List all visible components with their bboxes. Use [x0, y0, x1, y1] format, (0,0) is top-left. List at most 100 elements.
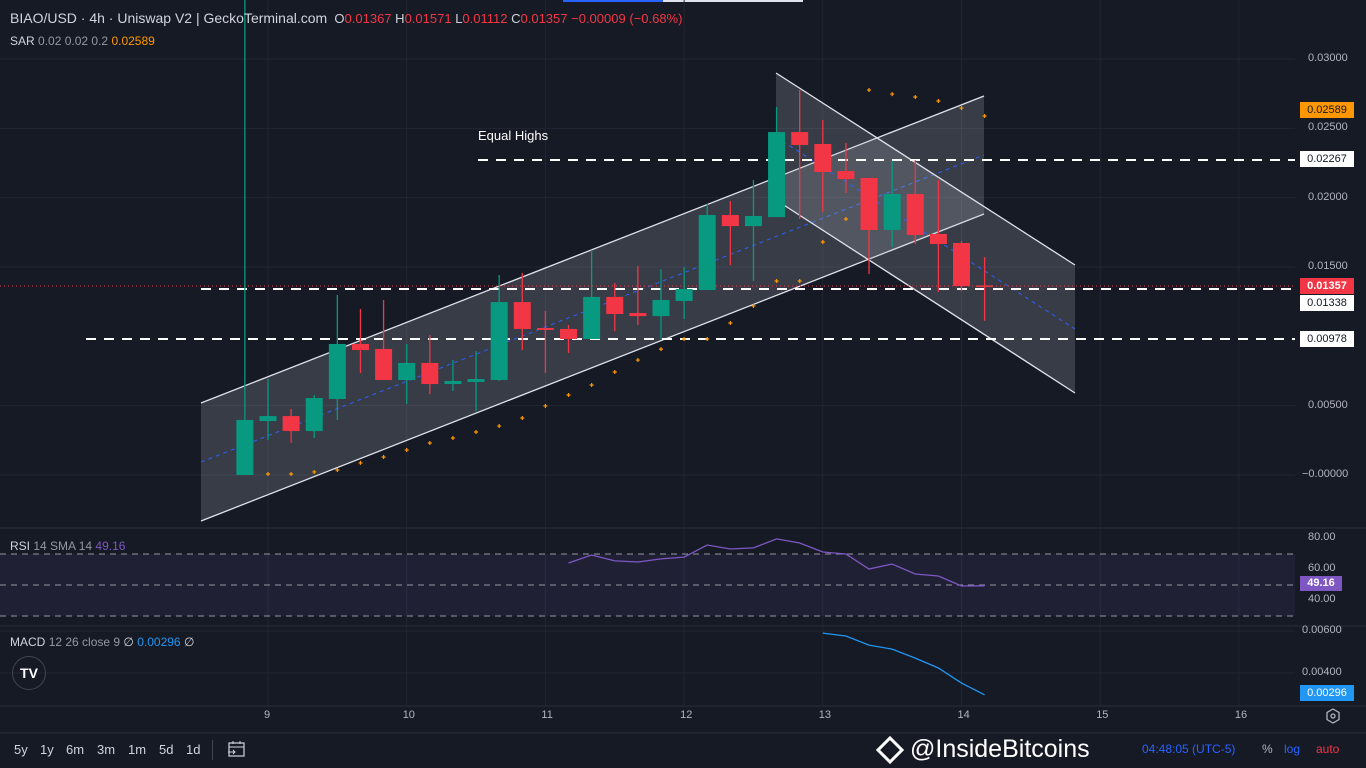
- sar-dot: [959, 106, 964, 111]
- rsi-value: 49.16: [95, 539, 126, 553]
- sar-dot: [705, 336, 710, 341]
- log-toggle[interactable]: log: [1284, 742, 1301, 756]
- candle-body-down: [351, 343, 369, 351]
- sar-legend[interactable]: SAR 0.02 0.02 0.2 0.02589: [10, 34, 155, 48]
- time-tick-label: 16: [1234, 709, 1248, 721]
- candle-body-down: [906, 194, 924, 235]
- sar-dot: [589, 383, 594, 388]
- lower-level-price-badge: 0.00978: [1300, 331, 1354, 347]
- candle-body-down: [560, 328, 578, 339]
- range-3m-button[interactable]: 3m: [97, 742, 116, 757]
- insidebitcoins-watermark: @InsideBitcoins: [875, 735, 1090, 765]
- sar-params: 0.02 0.02 0.2: [38, 34, 109, 48]
- sar-dot: [797, 279, 802, 284]
- rsi-name: RSI: [10, 539, 31, 553]
- sar-dot: [404, 448, 409, 453]
- descending-channel-lower[interactable]: [775, 199, 1076, 394]
- equal-highs-price-badge: 0.02267: [1300, 151, 1354, 167]
- candle-body-down: [929, 233, 947, 244]
- sar-dot: [751, 303, 756, 308]
- time-tick-label: 13: [818, 709, 832, 721]
- range-1y-button[interactable]: 1y: [40, 742, 54, 757]
- open-value: 0.01367: [344, 11, 392, 26]
- macd-tick-label: 0.00400: [1302, 666, 1342, 678]
- sar-dot: [381, 454, 386, 459]
- watermark-text: @InsideBitcoins: [910, 735, 1090, 763]
- range-6m-button[interactable]: 6m: [66, 742, 85, 757]
- candle-body-down: [814, 143, 832, 173]
- sar-dot: [497, 424, 502, 429]
- sar-dot: [635, 358, 640, 363]
- go-to-date-calendar-icon[interactable]: [226, 739, 246, 764]
- time-tick-label: 14: [957, 709, 970, 721]
- range-5y-button[interactable]: 5y: [14, 742, 28, 757]
- close-value: 0.01357: [520, 11, 568, 26]
- sar-dot: [450, 435, 455, 440]
- sar-dot: [936, 99, 941, 104]
- candle-body-up: [652, 299, 670, 317]
- tradingview-logo[interactable]: TV: [12, 656, 46, 690]
- rsi-line: [568, 538, 985, 587]
- change-value: −0.00009 (−0.68%): [571, 11, 683, 26]
- sar-dot: [728, 321, 733, 326]
- range-1d-button[interactable]: 1d: [186, 742, 201, 757]
- sar-dot: [566, 392, 571, 397]
- candle-body-up: [768, 132, 786, 218]
- candle-body-down: [629, 313, 647, 317]
- divider: [212, 740, 213, 760]
- time-tick-label: 15: [1096, 709, 1109, 721]
- sar-dot: [982, 113, 987, 118]
- macd-line: [822, 632, 985, 696]
- auto-toggle[interactable]: auto: [1316, 742, 1340, 756]
- top-progress-bar: [563, 0, 663, 2]
- sar-dot: [312, 469, 317, 474]
- sar-dot: [843, 217, 848, 222]
- ascending-channel-lower[interactable]: [200, 213, 985, 522]
- equal-highs-label[interactable]: Equal Highs: [478, 128, 549, 143]
- candle-body-down: [421, 362, 439, 385]
- sar-dot: [266, 472, 270, 477]
- rsi-tick-label: 60.00: [1308, 562, 1336, 574]
- candle-body-up: [490, 302, 508, 381]
- sar-dot: [612, 369, 617, 374]
- candle-body-down: [513, 302, 531, 329]
- macd-legend[interactable]: MACD 12 26 close 9 ∅ 0.00296 ∅: [10, 635, 194, 649]
- candle-body-up: [328, 343, 346, 400]
- top-progress-bar-rest: [663, 0, 803, 2]
- descending-channel-upper[interactable]: [775, 72, 1076, 266]
- macd-name: MACD: [10, 635, 46, 649]
- macd-histogram-empty: ∅: [123, 635, 134, 649]
- candle-body-up: [883, 194, 901, 230]
- sar-dot: [520, 416, 525, 421]
- rsi-value-badge: 49.16: [1300, 576, 1342, 591]
- macd-signal-empty: ∅: [183, 635, 195, 649]
- time-tick-label: 9: [264, 709, 271, 721]
- candle-body-up: [305, 398, 323, 432]
- price-tick-label: 0.02000: [1308, 190, 1348, 203]
- percent-toggle[interactable]: %: [1262, 742, 1273, 756]
- rsi-tick-label: 40.00: [1308, 593, 1336, 605]
- sar-price-badge: 0.02589: [1300, 102, 1354, 118]
- candle-body-up: [583, 296, 601, 339]
- rsi-legend[interactable]: RSI 14 SMA 14 49.16: [10, 539, 125, 553]
- range-5d-button[interactable]: 5d: [159, 742, 174, 757]
- low-value: 0.01112: [462, 11, 508, 26]
- candle-body-up: [259, 416, 277, 422]
- candle-body-down: [282, 416, 300, 432]
- clock-timezone[interactable]: 04:48:05 (UTC-5): [1142, 742, 1236, 756]
- open-label: O: [334, 11, 345, 26]
- candle-body-down: [536, 328, 554, 330]
- candle-body-up: [744, 215, 762, 227]
- candle-body-up: [236, 419, 254, 475]
- time-tick-label: 11: [541, 709, 553, 721]
- settings-gear-icon[interactable]: [1325, 708, 1341, 724]
- low-label: L: [455, 11, 463, 26]
- sar-dot: [427, 440, 432, 445]
- sar-dot: [658, 347, 663, 352]
- symbol-title[interactable]: BIAO/USD · 4h · Uniswap V2 | GeckoTermin…: [10, 10, 328, 26]
- sar-dot: [335, 468, 340, 473]
- price-tick-label: 0.00500: [1308, 398, 1348, 411]
- price-tick-label: 0.03000: [1308, 51, 1348, 64]
- range-1m-button[interactable]: 1m: [128, 742, 147, 757]
